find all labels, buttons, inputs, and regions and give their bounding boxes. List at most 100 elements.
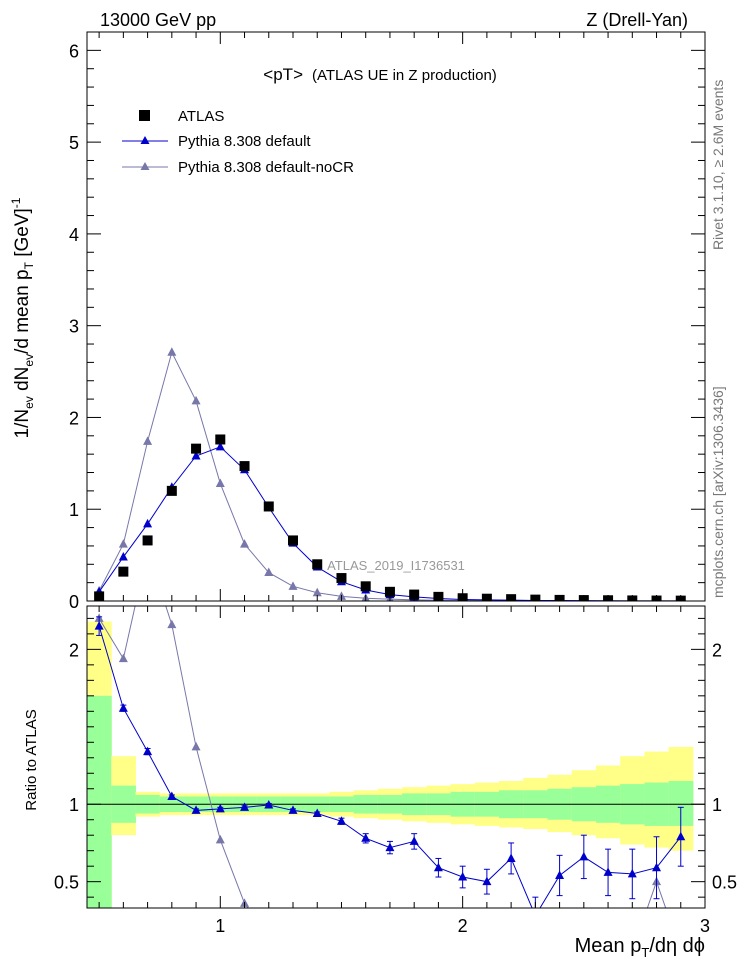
ratio-point-default <box>215 803 225 813</box>
header-right: Z (Drell-Yan) <box>586 10 688 30</box>
main-line-default <box>98 446 681 601</box>
ratio-point-nocr <box>458 945 467 954</box>
ratio-point-default <box>652 862 662 872</box>
main-ytick-label: 1 <box>69 500 79 520</box>
ratio-point-nocr <box>434 945 443 954</box>
ratio-xtick-label: 3 <box>700 916 710 936</box>
ratio-point-nocr <box>410 945 419 954</box>
main-point-atlas <box>384 586 395 597</box>
ratio-point-default <box>240 802 250 811</box>
side-label-top: Rivet 3.1.10, ≥ 2.6M events <box>710 80 726 250</box>
ratio-point-nocr <box>289 936 298 945</box>
ratio-point-nocr <box>385 943 394 952</box>
ratio-point-nocr <box>143 545 152 554</box>
ratio-point-nocr <box>191 741 201 751</box>
ratio-point-nocr <box>167 619 177 629</box>
main-point-nocr <box>240 539 250 548</box>
main-point-nocr <box>288 581 298 590</box>
ratio-point-default <box>191 805 201 814</box>
ratio-point-default <box>312 808 322 818</box>
main-frame <box>86 31 706 602</box>
plot-subtitle: (ATLAS UE in Z production) <box>312 67 497 84</box>
main-ytick-label: 4 <box>69 225 79 245</box>
ratio-point-nocr <box>118 653 128 663</box>
legend-marker-atlas <box>139 110 150 121</box>
main-ytick-label: 6 <box>69 41 79 61</box>
legend-marker-nocr <box>140 162 150 170</box>
main-point-atlas <box>360 581 371 592</box>
main-point-nocr <box>191 395 201 405</box>
main-point-nocr <box>215 478 225 488</box>
analysis-id: ATLAS_2019_I1736531 <box>327 558 465 573</box>
main-point-atlas <box>288 535 298 546</box>
ratio-point-nocr <box>313 940 322 949</box>
ratio-point-default <box>433 862 443 872</box>
main-point-atlas <box>336 573 347 584</box>
plot-title: <pT> <box>263 65 303 84</box>
ratio-xtick-label: 2 <box>458 916 468 936</box>
ratio-xtick-label: 1 <box>215 916 225 936</box>
ratio-point-default <box>555 870 565 879</box>
ratio-point-default <box>361 833 371 842</box>
main-point-atlas <box>312 559 323 570</box>
ratio-ytick-label: 0.5 <box>54 873 79 893</box>
main-point-atlas <box>142 535 153 546</box>
main-ytick-label: 5 <box>69 133 79 153</box>
legend-label-atlas: ATLAS <box>178 108 224 125</box>
main-point-atlas <box>263 501 274 512</box>
ratio-ytick-label-right: 1 <box>712 795 722 815</box>
ratio-ylabel: Ratio to ATLAS <box>23 709 40 810</box>
main-point-default <box>215 441 225 451</box>
ratio-point-nocr <box>361 943 370 952</box>
ratio-point-nocr <box>215 834 225 844</box>
main-ytick-label: 3 <box>69 317 79 337</box>
ratio-ytick-label-right: 0.5 <box>712 873 737 893</box>
ratio-point-default <box>94 621 104 630</box>
ratio-point-nocr <box>507 946 516 955</box>
legend-label-default: Pythia 8.308 default <box>178 133 311 150</box>
ratio-ytick-label: 2 <box>69 640 79 660</box>
ratio-point-default <box>627 868 637 878</box>
legend: ATLAS Pythia 8.308 default Pythia 8.308 … <box>122 108 354 176</box>
legend-marker-default <box>140 136 150 144</box>
main-ylabel: 1/Nev dNev/d mean pT [GeV]-1 <box>9 197 36 438</box>
ratio-point-default <box>482 876 492 886</box>
ratio-point-default <box>288 805 298 814</box>
side-label-bottom: mcplots.cern.ch [arXiv:1306.3436] <box>710 386 726 598</box>
ratio-point-default <box>409 836 419 845</box>
ratio-point-nocr <box>482 946 491 955</box>
main-point-default <box>118 551 128 561</box>
ratio-point-nocr <box>555 946 564 955</box>
main-point-nocr <box>143 436 153 445</box>
main-point-atlas <box>166 485 177 496</box>
ratio-point-default <box>118 703 128 712</box>
ratio-point-default <box>385 842 395 852</box>
main-point-nocr <box>264 567 274 577</box>
main-ytick-label: 2 <box>69 408 79 428</box>
ratio-point-default <box>579 851 589 861</box>
ratio-point-nocr <box>337 942 346 951</box>
main-point-atlas <box>191 443 202 454</box>
ratio-point-default <box>143 746 153 756</box>
ratio-point-default <box>458 872 468 881</box>
main-point-nocr <box>312 587 322 597</box>
ratio-ytick-label: 1 <box>69 795 79 815</box>
ratio-point-default <box>167 791 177 800</box>
ratio-ytick-label-right: 2 <box>712 640 722 660</box>
ratio-point-default <box>676 831 686 841</box>
xlabel: Mean pT/dη dϕ <box>575 935 705 960</box>
legend-label-nocr: Pythia 8.308 default-noCR <box>178 159 354 176</box>
ratio-point-default <box>603 867 613 876</box>
ratio-point-nocr <box>264 928 273 937</box>
main-point-atlas <box>118 566 129 577</box>
main-point-atlas <box>409 589 420 600</box>
ratio-point-default <box>264 800 274 809</box>
ratio-band-inner <box>87 695 112 908</box>
main-ytick-label: 0 <box>69 592 79 612</box>
main-point-nocr <box>167 347 177 356</box>
header-left: 13000 GeV pp <box>100 10 216 30</box>
ratio-point-default <box>506 853 516 862</box>
ratio-frame <box>86 605 706 909</box>
main-point-atlas <box>239 461 250 472</box>
